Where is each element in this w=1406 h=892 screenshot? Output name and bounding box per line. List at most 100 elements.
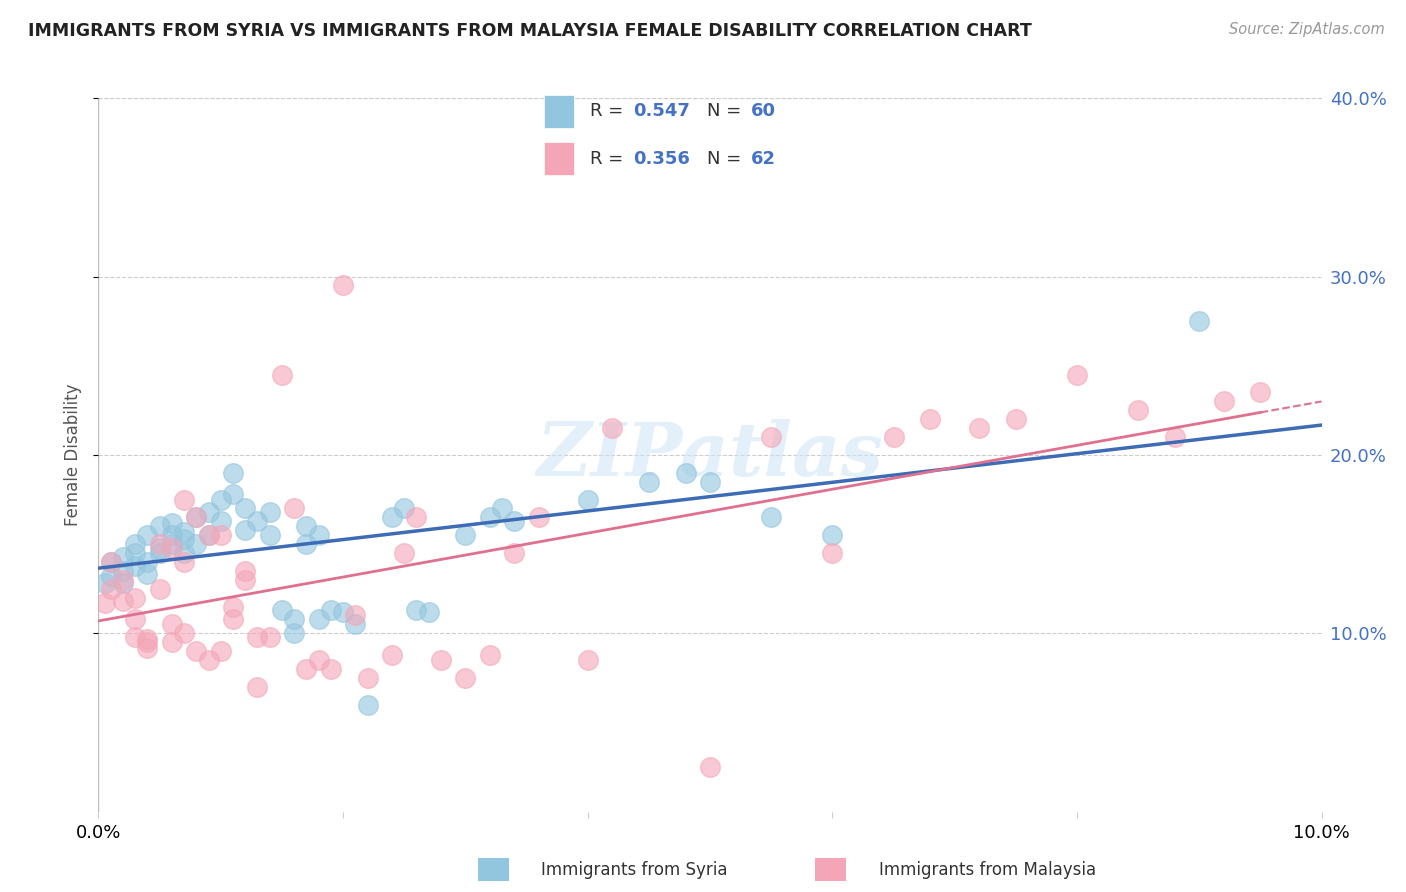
Point <box>576 653 599 667</box>
Point <box>405 510 427 524</box>
FancyBboxPatch shape <box>544 142 575 175</box>
Text: 62: 62 <box>751 150 776 168</box>
Point <box>124 591 146 605</box>
Point <box>1164 430 1187 444</box>
Point <box>222 612 245 626</box>
Point <box>246 630 269 644</box>
Point <box>149 582 172 596</box>
Point <box>197 528 219 542</box>
Point <box>356 698 378 712</box>
Point <box>418 605 440 619</box>
Point <box>246 680 269 694</box>
Point <box>173 524 195 539</box>
Point <box>259 528 281 542</box>
Point <box>319 662 342 676</box>
Point <box>699 475 721 489</box>
Point <box>430 653 453 667</box>
Point <box>454 528 477 542</box>
Point <box>308 653 330 667</box>
Point <box>259 630 281 644</box>
Point <box>100 555 122 569</box>
Point <box>160 528 183 542</box>
Point <box>1004 412 1026 426</box>
Point <box>111 564 134 578</box>
Y-axis label: Female Disability: Female Disability <box>65 384 83 526</box>
Point <box>136 640 159 655</box>
Point <box>527 510 550 524</box>
Point <box>699 760 721 774</box>
Point <box>405 603 427 617</box>
Point <box>197 505 219 519</box>
Point <box>93 576 115 591</box>
Point <box>124 537 146 551</box>
Point <box>197 653 219 667</box>
Point <box>124 558 146 573</box>
Point <box>1249 385 1271 400</box>
Point <box>675 466 697 480</box>
Point <box>173 555 195 569</box>
Text: ZIPatlas: ZIPatlas <box>537 418 883 491</box>
Text: Immigrants from Syria: Immigrants from Syria <box>541 861 728 879</box>
Point <box>356 671 378 685</box>
Point <box>283 501 305 516</box>
Point <box>1188 314 1211 328</box>
Point <box>454 671 477 685</box>
Text: N =: N = <box>707 103 748 120</box>
Point <box>186 537 208 551</box>
Point <box>136 632 159 646</box>
Point <box>149 541 172 555</box>
Text: N =: N = <box>707 150 748 168</box>
Point <box>160 635 183 649</box>
Point <box>173 492 195 507</box>
Point <box>1212 394 1234 409</box>
Point <box>111 549 134 564</box>
Point <box>100 582 122 596</box>
Point <box>233 573 256 587</box>
Point <box>222 487 245 501</box>
Point <box>111 573 134 587</box>
Point <box>503 546 526 560</box>
Point <box>270 368 292 382</box>
Point <box>160 541 183 555</box>
Point <box>149 519 172 533</box>
Point <box>308 612 330 626</box>
Point <box>186 510 208 524</box>
Point <box>295 662 318 676</box>
Point <box>209 644 232 658</box>
Point <box>381 648 404 662</box>
Point <box>173 532 195 546</box>
Point <box>478 648 501 662</box>
Point <box>209 492 232 507</box>
Point <box>233 523 256 537</box>
Point <box>637 475 661 489</box>
Point <box>222 466 245 480</box>
Point <box>93 596 115 610</box>
Point <box>160 537 183 551</box>
Point <box>100 569 122 583</box>
Text: R =: R = <box>591 150 628 168</box>
Point <box>883 430 905 444</box>
Point <box>222 599 245 614</box>
Point <box>100 555 122 569</box>
Point <box>491 501 513 516</box>
Point <box>295 519 318 533</box>
Point <box>270 603 292 617</box>
Point <box>173 626 195 640</box>
Point <box>392 546 416 560</box>
Point <box>503 514 526 528</box>
Point <box>283 626 305 640</box>
Text: 0.356: 0.356 <box>633 150 690 168</box>
Point <box>160 516 183 530</box>
Point <box>967 421 990 435</box>
Point <box>920 412 942 426</box>
Point <box>576 492 599 507</box>
Text: Immigrants from Malaysia: Immigrants from Malaysia <box>879 861 1095 879</box>
Point <box>1128 403 1150 417</box>
Point <box>186 644 208 658</box>
Point <box>381 510 404 524</box>
Point <box>149 546 172 560</box>
Point <box>173 546 195 560</box>
Point <box>283 612 305 626</box>
Point <box>600 421 623 435</box>
Point <box>478 510 501 524</box>
